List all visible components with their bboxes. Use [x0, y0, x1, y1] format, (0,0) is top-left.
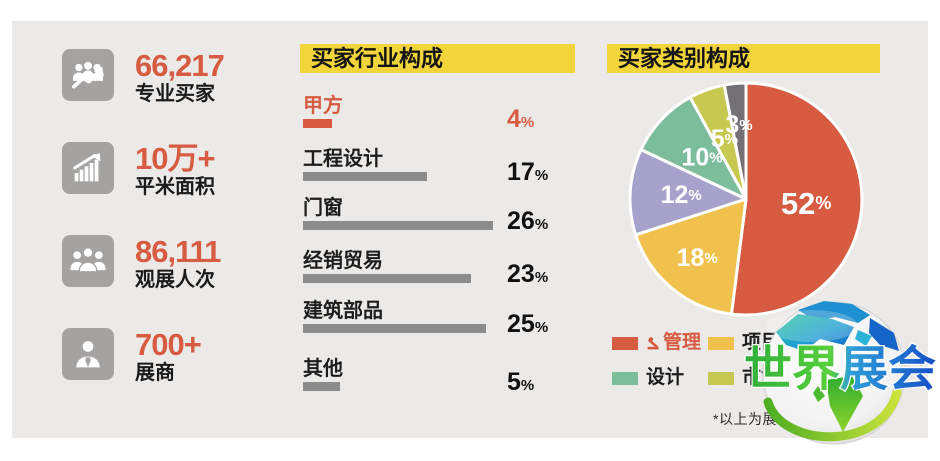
industry-value: 25% [507, 310, 549, 338]
industry-row: 建筑部品 25% [303, 301, 585, 347]
industry-category: 工程设计 [303, 148, 383, 170]
legend-label: 管理 [646, 333, 701, 352]
stat-item-exhibitors: 700+ 展商 [62, 327, 202, 384]
stat-label: 平米面积 [135, 176, 215, 198]
industry-bar [303, 172, 427, 181]
industry-value: 26% [507, 207, 549, 235]
industry-row: 门窗 26% [303, 198, 585, 244]
stat-item-area: 10万+ 平米面积 [62, 141, 216, 198]
visitors-icon [62, 235, 114, 287]
industry-category: 其他 [303, 358, 343, 380]
legend-label: 设计 [646, 367, 685, 388]
industry-row: 甲方 4% [303, 96, 585, 142]
legend-swatch [612, 371, 638, 385]
legend-item-management: 管理 [612, 333, 701, 352]
pie-slice-label: 3% [725, 111, 752, 139]
industry-row: 其他 5% [303, 359, 585, 405]
pie-slice-label: 12% [661, 181, 702, 209]
industry-value: 17% [507, 158, 549, 186]
pie-slice-label: 18% [677, 244, 718, 272]
stat-value: 700+ [135, 327, 202, 362]
industry-value: 4% [507, 105, 535, 133]
legend-swatch [612, 336, 638, 350]
stat-item-visitors: 86,111 观展人次 [62, 234, 221, 291]
legend-swatch [708, 336, 734, 350]
pie-slice [634, 197, 748, 316]
industry-category: 甲方 [303, 95, 343, 117]
industry-bar [303, 324, 486, 333]
stat-label: 专业买家 [135, 83, 215, 105]
pie-slice [722, 81, 748, 201]
pie-slice [628, 148, 748, 237]
stat-label: 展商 [135, 362, 175, 384]
industry-category: 门窗 [303, 197, 343, 219]
legend-label: 项目工程 [742, 332, 819, 353]
pie-slice-label: 10% [681, 144, 722, 172]
stat-value: 66,217 [135, 48, 225, 83]
legend-label: 市场 [742, 367, 781, 388]
legend-item-market: 市场 [708, 367, 781, 388]
industry-bar [303, 119, 332, 128]
manager-icon [646, 336, 661, 351]
footnote: *以上为展会 [713, 411, 792, 427]
pie-slice-label: 5% [711, 125, 738, 153]
industry-row: 经销贸易 23% [303, 251, 585, 297]
industry-bar [303, 221, 493, 230]
industry-category: 经销贸易 [303, 250, 383, 272]
industry-row: 工程设计 17% [303, 149, 585, 195]
industry-category: 建筑部品 [303, 300, 383, 322]
industry-chart-title: 买家行业构成 [300, 44, 575, 73]
industry-bar [303, 274, 471, 283]
stat-label: 观展人次 [135, 269, 215, 291]
industry-value: 5% [507, 368, 535, 396]
category-chart-title: 买家类别构成 [607, 44, 880, 73]
industry-bar [303, 382, 340, 391]
area-growth-icon [62, 142, 114, 194]
legend-item-project-engineering: 项目工程 [708, 332, 819, 353]
stat-value: 10万+ [135, 141, 216, 176]
pie-slice-label: 52% [781, 185, 832, 220]
stat-item-buyers: 66,217 专业买家 [62, 48, 225, 105]
exhibitor-icon [62, 328, 114, 380]
legend-swatch [708, 371, 734, 385]
buyers-growth-icon [62, 49, 114, 101]
industry-value: 23% [507, 260, 549, 288]
stat-value: 86,111 [135, 234, 221, 269]
category-pie-chart: 52% 18% 12% 10%5%3% [628, 81, 864, 317]
legend-item-design: 设计 [612, 367, 685, 388]
